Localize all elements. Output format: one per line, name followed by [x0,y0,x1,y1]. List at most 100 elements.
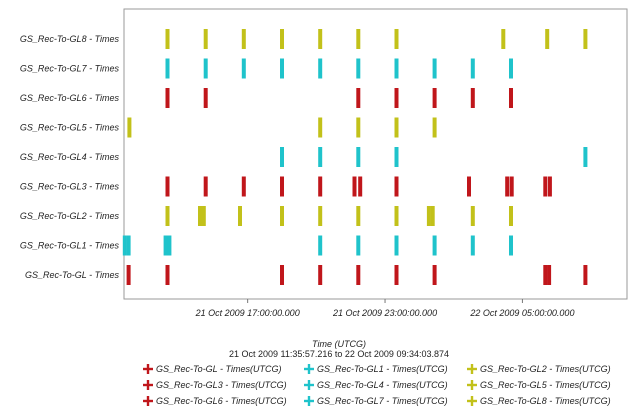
pass-bar [241,176,246,197]
legend-label: GS_Rec-To-GL7 - Times(UTCG) [317,396,448,406]
pass-bar [203,58,208,79]
legend-item: GS_Rec-To-GL - Times(UTCG) [143,364,281,374]
legend-label: GS_Rec-To-GL5 - Times(UTCG) [480,380,611,390]
legend-label: GS_Rec-To-GL1 - Times(UTCG) [317,364,448,374]
pass-bar [356,235,361,256]
pass-bar [318,29,323,49]
legend-item: GS_Rec-To-GL5 - Times(UTCG) [467,380,611,390]
legend-marker-vertical [146,396,150,406]
pass-bar [318,206,323,226]
pass-bar [165,176,170,197]
pass-bar [318,147,323,167]
pass-bar [394,29,399,49]
pass-bars [122,29,588,285]
x-tick-label: 21 Oct 2009 23:00:00.000 [332,308,437,318]
legend-marker-vertical [470,380,474,390]
plot-area [123,8,628,300]
pass-bar [356,117,361,138]
row-label-gs-rec-to-gl8-times: GS_Rec-To-GL8 - Times [20,34,120,44]
legend-marker-vertical [307,396,311,406]
pass-bar [470,206,475,226]
pass-bar [547,265,552,285]
pass-bar [432,235,437,256]
legend-item: GS_Rec-To-GL8 - Times(UTCG) [467,396,611,406]
pass-bar [280,58,284,79]
pass-bar [167,235,172,256]
pass-bar [280,265,284,285]
pass-bar [505,176,510,197]
pass-bar [241,29,246,49]
row-label-gs-rec-to-gl1-times: GS_Rec-To-GL1 - Times [20,241,120,251]
x-axis-title: Time (UTCG) [312,339,366,349]
legend-marker-vertical [470,364,474,374]
pass-bar [356,265,361,285]
pass-bar [203,88,208,108]
pass-bar [509,235,513,256]
pass-bar [583,29,588,49]
pass-bar [126,265,131,285]
pass-bar [583,147,588,167]
pass-bar [467,176,471,197]
pass-bar [318,235,323,256]
pass-bar [543,265,548,285]
legend-label: GS_Rec-To-GL2 - Times(UTCG) [480,364,611,374]
pass-bar [238,206,242,226]
legend-label: GS_Rec-To-GL6 - Times(UTCG) [156,396,287,406]
legend-marker-vertical [307,380,311,390]
legend: GS_Rec-To-GL - Times(UTCG) GS_Rec-To-GL1 … [143,364,611,406]
x-tick-label: 22 Oct 2009 05:00:00.000 [469,308,574,318]
pass-bar [545,29,550,49]
pass-bar [470,235,475,256]
pass-bar [547,176,552,197]
legend-item: GS_Rec-To-GL2 - Times(UTCG) [467,364,611,374]
pass-bar [356,147,361,167]
row-label-gs-rec-to-gl4-times: GS_Rec-To-GL4 - Times [20,152,120,162]
pass-bar [352,176,357,197]
pass-bar [509,206,513,226]
pass-bar [432,88,437,108]
pass-bar [318,117,323,138]
legend-marker-vertical [307,364,311,374]
legend-item: GS_Rec-To-GL6 - Times(UTCG) [143,396,287,406]
pass-bar [358,176,363,197]
legend-item: GS_Rec-To-GL3 - Times(UTCG) [143,380,287,390]
legend-label: GS_Rec-To-GL3 - Times(UTCG) [156,380,287,390]
pass-bar [432,58,437,79]
pass-bar [583,265,588,285]
pass-bar [201,206,206,226]
pass-bar [280,29,284,49]
pass-bar [280,206,284,226]
pass-bar [165,265,170,285]
row-label-gs-rec-to-gl2-times: GS_Rec-To-GL2 - Times [20,211,120,221]
pass-bar [165,29,170,49]
pass-bar [432,117,437,138]
legend-marker-vertical [470,396,474,406]
pass-bar [509,88,513,108]
row-label-gs-rec-to-gl6-times: GS_Rec-To-GL6 - Times [20,93,120,103]
pass-bar [394,58,399,79]
pass-bar [356,58,361,79]
pass-bar [122,235,127,256]
pass-bar [318,176,323,197]
pass-bar [426,206,431,226]
pass-bar [432,265,437,285]
legend-marker-vertical [146,364,150,374]
pass-bar [394,176,399,197]
pass-bar [126,235,131,256]
pass-bar [163,235,168,256]
pass-bar [318,58,323,79]
pass-bar [318,265,323,285]
pass-bar [394,235,399,256]
pass-bar [470,88,475,108]
legend-item: GS_Rec-To-GL7 - Times(UTCG) [304,396,448,406]
legend-item: GS_Rec-To-GL4 - Times(UTCG) [304,380,448,390]
legend-label: GS_Rec-To-GL8 - Times(UTCG) [480,396,611,406]
pass-bar [543,176,548,197]
pass-bar [394,265,399,285]
x-tick-label: 21 Oct 2009 17:00:00.000 [195,308,300,318]
y-axis-labels: GS_Rec-To-GL8 - Times GS_Rec-To-GL7 - Tim… [20,34,120,280]
time-range-label: 21 Oct 2009 11:35:57.216 to 22 Oct 2009 … [229,349,449,359]
pass-bar [501,29,506,49]
pass-bar [280,176,284,197]
